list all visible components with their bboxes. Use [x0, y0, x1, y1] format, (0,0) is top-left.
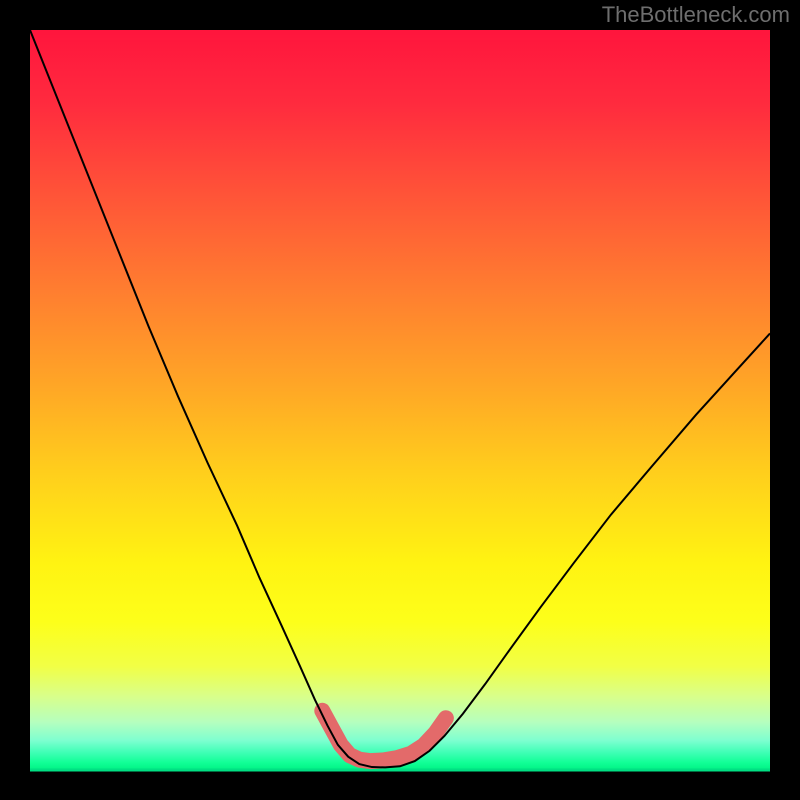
bottleneck-chart	[0, 0, 800, 800]
chart-container: TheBottleneck.com	[0, 0, 800, 800]
plot-area	[30, 30, 770, 770]
watermark-text: TheBottleneck.com	[602, 2, 790, 28]
